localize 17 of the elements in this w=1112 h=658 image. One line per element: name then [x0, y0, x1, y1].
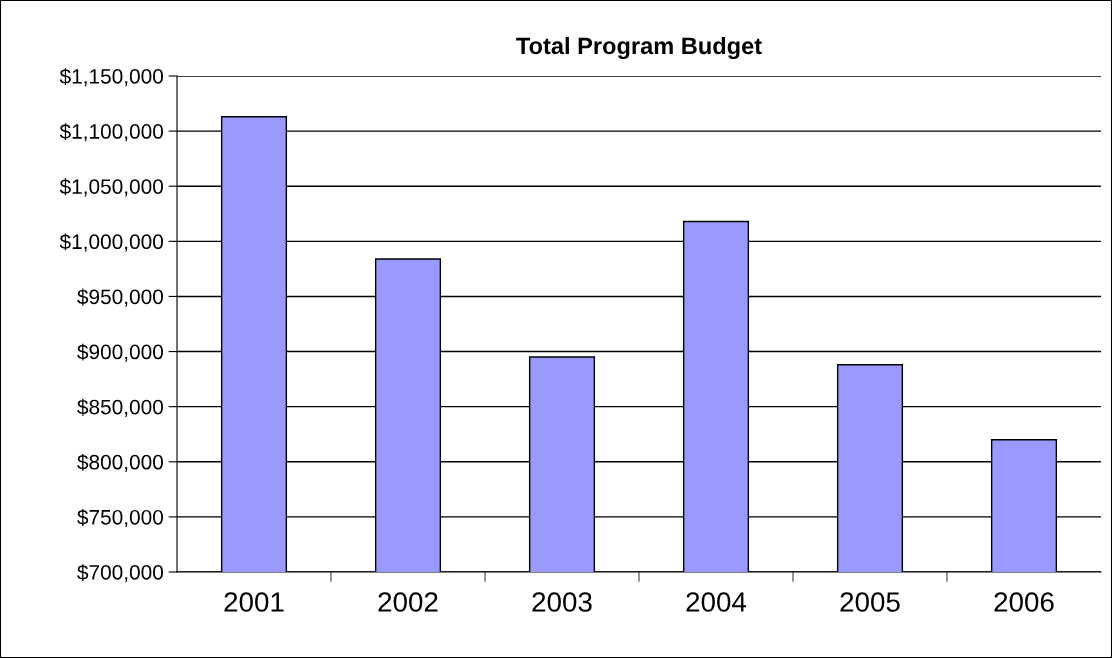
- x-tick-label: 2006: [994, 592, 1054, 612]
- x-tick-label: 2002: [378, 592, 438, 612]
- y-tick-label: $900,000: [77, 343, 163, 362]
- y-tick-label: $800,000: [77, 453, 163, 472]
- y-tick-label: $1,050,000: [59, 178, 163, 197]
- y-tick-label: $850,000: [77, 398, 163, 417]
- y-tick-label: $750,000: [77, 509, 163, 528]
- x-tick-label: 2003: [532, 592, 592, 612]
- x-tick-label: 2004: [686, 592, 747, 612]
- y-tick-label: $950,000: [77, 288, 163, 307]
- y-tick-label: $1,150,000: [59, 68, 163, 87]
- y-tick-label: $1,100,000: [59, 123, 163, 142]
- x-tick-label: 2005: [840, 592, 900, 612]
- x-tick-label: 2001: [224, 592, 284, 612]
- chart-title: Total Program Budget: [516, 36, 762, 60]
- y-tick-label: $1,000,000: [59, 233, 163, 252]
- y-tick-label: $700,000: [77, 564, 163, 583]
